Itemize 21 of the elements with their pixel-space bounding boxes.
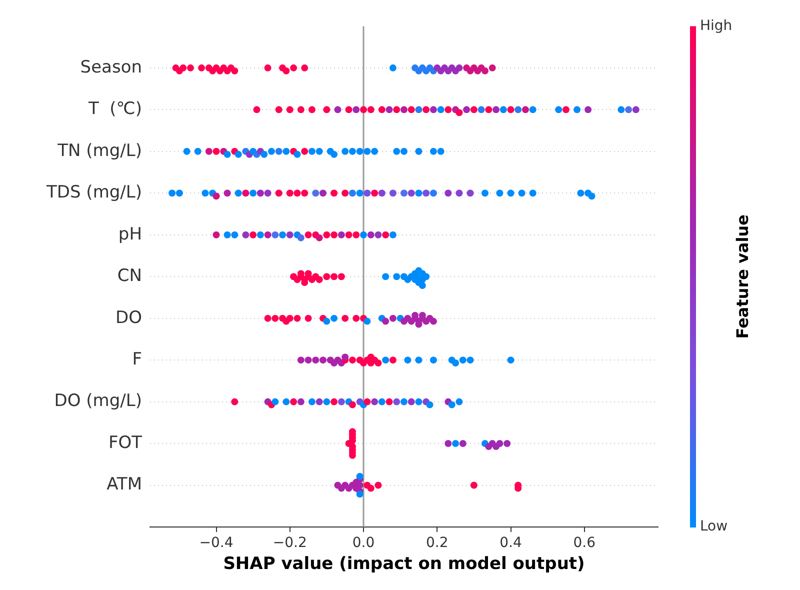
- x-axis-title: SHAP value (impact on model output): [223, 554, 585, 574]
- x-tick-label: 0.4: [500, 535, 522, 552]
- x-tick-label: −0.2: [272, 535, 307, 552]
- y-tick-label: T (℃): [87, 99, 142, 120]
- color-bar-label: High: [700, 18, 732, 34]
- x-tick-label: −0.4: [199, 535, 234, 552]
- y-tick-label: CN: [117, 266, 142, 286]
- color-bar-label: Low: [700, 518, 728, 535]
- y-tick-label: TN (mg/L): [56, 140, 142, 161]
- x-tick-label: 0.2: [426, 535, 448, 552]
- color-bar-title: Feature value: [733, 214, 752, 339]
- x-tick-label: 0.0: [352, 535, 375, 552]
- y-tick-label: pH: [118, 224, 142, 244]
- y-tick-label: ATM: [106, 474, 142, 495]
- y-tick-label: Season: [80, 57, 142, 78]
- y-tick-label: F: [132, 349, 142, 370]
- y-tick-label: DO (mg/L): [54, 391, 142, 412]
- y-tick-label: TDS (mg/L): [46, 182, 142, 203]
- y-tick-label: DO: [116, 308, 142, 328]
- x-tick-label: 0.6: [573, 535, 596, 552]
- y-tick-label: FOT: [108, 432, 143, 453]
